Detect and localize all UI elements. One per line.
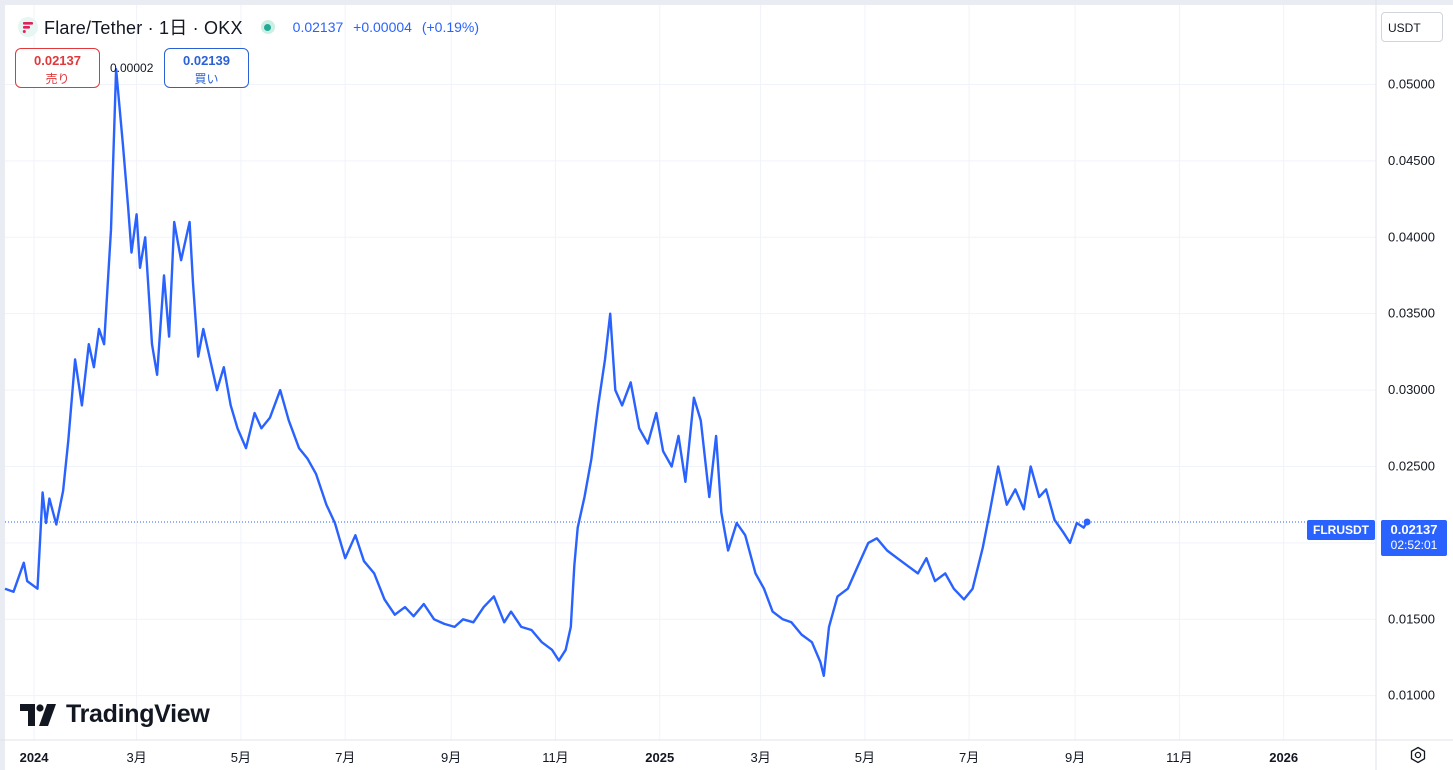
y-tick-label: 0.02500 bbox=[1388, 458, 1435, 473]
x-tick-label: 3月 bbox=[127, 750, 147, 765]
symbol-price-label: FLRUSDT bbox=[1307, 520, 1375, 540]
chart-header: Flare/Tether · 1日 · OKX 0.02137 +0.00004… bbox=[18, 14, 485, 40]
price-axis: 0.010000.015000.020000.025000.030000.035… bbox=[1388, 76, 1435, 702]
top-border bbox=[0, 0, 1453, 5]
y-tick-label: 0.01500 bbox=[1388, 611, 1435, 626]
x-tick-label: 9月 bbox=[441, 750, 461, 765]
x-tick-label: 5月 bbox=[231, 750, 251, 765]
buy-price: 0.02139 bbox=[183, 53, 230, 68]
y-tick-label: 0.01000 bbox=[1388, 688, 1435, 703]
change-percent: (+0.19%) bbox=[421, 19, 480, 35]
buy-button[interactable]: 0.02139 買い bbox=[164, 48, 249, 88]
last-price-dot bbox=[1083, 518, 1091, 526]
close-price: 0.02137 bbox=[292, 19, 344, 35]
x-tick-label: 9月 bbox=[1065, 750, 1085, 765]
x-tick-label: 7月 bbox=[335, 750, 355, 765]
x-tick-label: 2024 bbox=[20, 750, 50, 765]
last-price-label: 0.02137 02:52:01 bbox=[1381, 520, 1447, 556]
y-tick-label: 0.04000 bbox=[1388, 229, 1435, 244]
market-open-dot-icon bbox=[260, 20, 275, 34]
x-tick-label: 7月 bbox=[959, 750, 979, 765]
x-tick-label: 11月 bbox=[542, 750, 569, 765]
tradingview-logo-icon bbox=[20, 703, 56, 726]
y-tick-label: 0.03000 bbox=[1388, 382, 1435, 397]
bar-countdown: 02:52:01 bbox=[1390, 538, 1438, 552]
tradingview-watermark: TradingView bbox=[20, 700, 210, 729]
watermark-text: TradingView bbox=[66, 700, 210, 728]
y-tick-label: 0.05000 bbox=[1388, 76, 1435, 91]
flare-logo-icon bbox=[18, 17, 38, 37]
spread-value: 0.00002 bbox=[110, 61, 154, 75]
price-change: 0.02137 +0.00004 (+0.19%) bbox=[293, 19, 485, 35]
change-value: +0.00004 bbox=[353, 19, 412, 35]
sell-button[interactable]: 0.02137 売り bbox=[15, 48, 100, 88]
last-price-value: 0.02137 bbox=[1390, 522, 1438, 537]
x-tick-label: 2026 bbox=[1269, 750, 1298, 765]
x-tick-label: 11月 bbox=[1166, 750, 1193, 765]
chart-grid bbox=[5, 5, 1376, 740]
symbol-title[interactable]: Flare/Tether · 1日 · OKX bbox=[44, 18, 243, 38]
y-tick-label: 0.04500 bbox=[1388, 153, 1435, 168]
x-tick-label: 3月 bbox=[750, 750, 770, 765]
time-axis: 2024 3月 5月 7月 9月 11月 2025 3月 5月 7月 9月 11月 2026 bbox=[20, 750, 1299, 765]
sell-price: 0.02137 bbox=[34, 53, 81, 68]
currency-unit-selector[interactable]: USDT bbox=[1381, 12, 1443, 42]
price-series-line bbox=[4, 68, 1089, 677]
y-tick-label: 0.03500 bbox=[1388, 306, 1435, 321]
left-border bbox=[0, 0, 5, 770]
buy-label: 買い bbox=[194, 72, 219, 86]
sell-label: 売り bbox=[45, 72, 70, 86]
gear-icon[interactable] bbox=[1408, 745, 1428, 765]
x-tick-label: 2025 bbox=[645, 750, 674, 765]
x-tick-label: 5月 bbox=[855, 750, 875, 765]
